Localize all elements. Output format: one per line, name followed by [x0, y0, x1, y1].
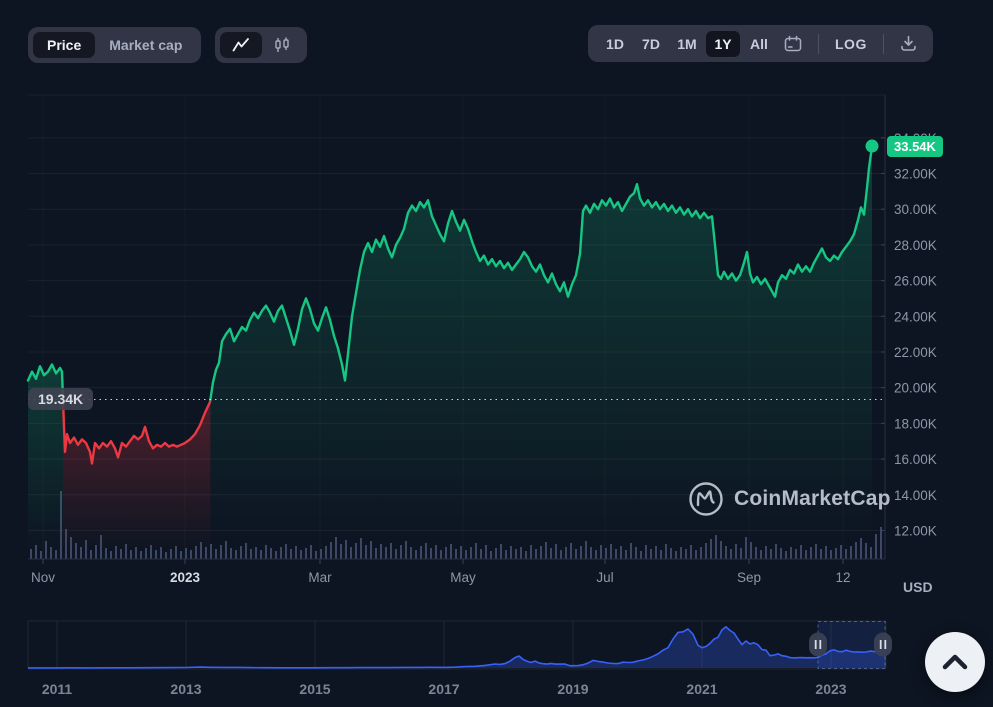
- coinmarketcap-logo: [689, 482, 723, 516]
- x-axis-tick-label: Sep: [737, 570, 761, 585]
- price-tab[interactable]: Price: [33, 32, 96, 58]
- range-7d-button[interactable]: 7D: [634, 31, 668, 57]
- candlestick-chart-icon: [275, 37, 289, 52]
- year-tick-label: 2013: [170, 681, 201, 697]
- range-1y-label: 1Y: [714, 35, 732, 52]
- range-1d-button[interactable]: 1D: [598, 31, 632, 57]
- price-area-up: [28, 364, 64, 559]
- log-label: LOG: [835, 35, 867, 52]
- market-cap-tab[interactable]: Market cap: [95, 32, 196, 58]
- y-axis-tick-label: 14.00K: [894, 488, 937, 503]
- range-all-label: All: [750, 35, 768, 52]
- x-axis-tick-label: 2023: [170, 570, 201, 585]
- price-line-up: [26, 363, 65, 401]
- selection-handle-right[interactable]: [874, 632, 892, 657]
- download-chart-button[interactable]: [894, 35, 923, 52]
- price-tab-label: Price: [47, 37, 82, 53]
- watermark: CoinMarketCap: [688, 481, 891, 517]
- grip-icon: [879, 640, 882, 649]
- log-scale-button[interactable]: LOG: [829, 31, 873, 57]
- currency-value: USD: [903, 579, 933, 595]
- x-axis-tick-label: May: [450, 570, 476, 585]
- timeline-area: [28, 626, 886, 668]
- range-1m-button[interactable]: 1M: [670, 31, 704, 57]
- y-axis-tick-label: 26.00K: [894, 274, 937, 289]
- last-price-badge: 33.54K: [887, 136, 943, 157]
- x-axis-tick-label: Jul: [596, 570, 613, 585]
- grip-icon: [814, 640, 817, 649]
- y-axis-tick-label: 18.00K: [894, 416, 937, 431]
- calendar-range-button[interactable]: [778, 35, 808, 53]
- price-area-up: [210, 146, 872, 559]
- year-tick-label: 2023: [815, 681, 846, 697]
- y-axis-tick-label: 22.00K: [894, 345, 937, 360]
- price-line-down: [61, 398, 212, 465]
- price-line-up: [209, 144, 874, 401]
- y-axis-tick-label: 16.00K: [894, 452, 937, 467]
- mini-timeline-chart[interactable]: 2011 2013 2015 2017 2019 2021 2023: [27, 620, 892, 697]
- last-price-value: 33.54K: [894, 139, 936, 154]
- y-axis-tick-label: 30.00K: [894, 202, 937, 217]
- line-chart-icon: [232, 38, 249, 52]
- y-axis-tick-label: 12.00K: [894, 523, 937, 538]
- main-price-chart[interactable]: 34.00K32.00K30.00K28.00K26.00K24.00K22.0…: [26, 94, 937, 585]
- year-tick-label: 2015: [299, 681, 330, 697]
- range-toolbar: 1D 7D 1M 1Y All LOG: [588, 25, 933, 62]
- chart-type-toggle-group: [215, 27, 307, 63]
- year-tick-label: 2019: [557, 681, 588, 697]
- download-icon: [901, 35, 916, 51]
- y-axis-tick-label: 20.00K: [894, 381, 937, 396]
- x-axis-tick-label: Mar: [308, 570, 332, 585]
- market-cap-tab-label: Market cap: [109, 37, 183, 53]
- selection-handle-left[interactable]: [809, 632, 827, 657]
- toolbar-divider: [882, 33, 884, 54]
- year-tick-label: 2017: [428, 681, 459, 697]
- candlestick-chart-type-button[interactable]: [262, 32, 302, 58]
- last-price-marker: [865, 139, 879, 153]
- range-1m-label: 1M: [677, 35, 697, 52]
- timeline-line: [28, 625, 887, 669]
- price-area-down: [63, 399, 211, 559]
- line-chart-type-button[interactable]: [220, 32, 262, 58]
- year-tick-label: 2021: [686, 681, 717, 697]
- y-axis-tick-label: 24.00K: [894, 309, 937, 324]
- range-7d-label: 7D: [642, 35, 660, 52]
- year-tick-label: 2011: [42, 681, 73, 697]
- range-all-button[interactable]: All: [742, 31, 776, 57]
- open-price-label: 19.34K: [28, 388, 94, 410]
- range-1y-button[interactable]: 1Y: [706, 30, 740, 57]
- open-price-value: 19.34K: [38, 391, 84, 407]
- chevron-up-icon: [942, 654, 968, 670]
- metric-toggle-group: Price Market cap: [28, 27, 202, 63]
- y-axis-tick-label: 28.00K: [894, 238, 937, 253]
- scroll-to-top-button[interactable]: [925, 632, 985, 692]
- watermark-text: CoinMarketCap: [734, 487, 891, 510]
- x-axis-tick-label: Nov: [31, 570, 55, 585]
- range-1d-label: 1D: [606, 35, 624, 52]
- x-axis-tick-label: 12: [835, 570, 850, 585]
- toolbar-divider: [818, 33, 819, 54]
- calendar-range-icon: [784, 35, 802, 51]
- currency-label: USD: [903, 579, 933, 595]
- y-axis-tick-label: 32.00K: [894, 167, 937, 182]
